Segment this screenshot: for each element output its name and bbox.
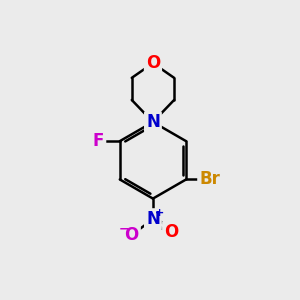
Text: −: − [118, 222, 129, 236]
Text: N: N [146, 113, 160, 131]
Text: +: + [155, 208, 164, 218]
Text: N: N [146, 210, 160, 228]
Text: F: F [93, 132, 104, 150]
Text: O: O [164, 223, 178, 241]
Text: Br: Br [199, 170, 220, 188]
Text: O: O [124, 226, 139, 244]
Text: O: O [146, 54, 160, 72]
